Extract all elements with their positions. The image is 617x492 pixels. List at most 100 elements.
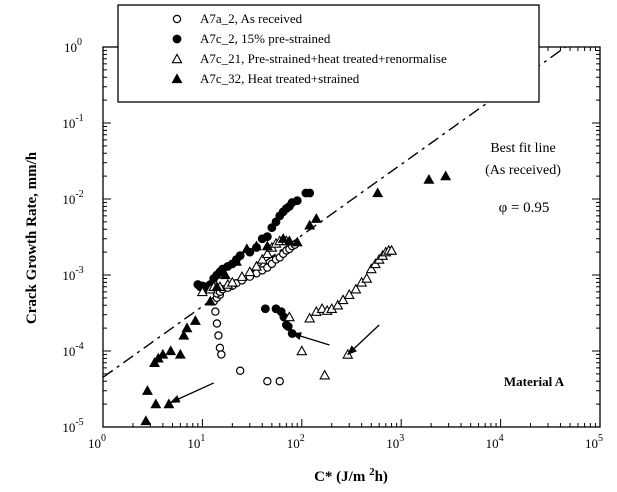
data-point	[251, 240, 262, 251]
data-point	[260, 304, 270, 314]
series-3	[196, 235, 398, 380]
data-point	[350, 283, 362, 294]
y-tick-label: 10-2	[62, 189, 83, 207]
data-point	[423, 173, 435, 184]
data-point	[174, 348, 186, 359]
data-point	[263, 377, 272, 386]
fit-layer	[102, 46, 566, 378]
x-tick-label: 105	[585, 433, 603, 451]
data-point	[262, 232, 272, 242]
y-tick-exponent: -2	[75, 189, 83, 200]
legend-items: A7a_2, As received A7c_2, 15% pre-straine…	[171, 11, 447, 86]
data-point	[214, 331, 223, 340]
data-point	[230, 255, 242, 266]
data-point	[235, 251, 245, 260]
data-point	[178, 329, 190, 340]
data-point	[163, 398, 175, 409]
data-point	[256, 253, 268, 264]
x-tick-label: 104	[486, 433, 504, 451]
y-tick-exponent: -4	[75, 341, 83, 352]
data-point	[165, 345, 177, 356]
data-point	[250, 260, 263, 271]
data-point	[291, 236, 303, 247]
y-tick-exponent: 0	[77, 37, 82, 48]
data-point	[215, 343, 225, 353]
x-axis-title-sup: 2	[369, 466, 375, 478]
x-tick-exponent: 0	[101, 433, 106, 444]
fit-title: Best fit line	[490, 141, 555, 156]
legend-marker	[171, 53, 183, 64]
material-label: Material A	[504, 374, 565, 389]
data-point	[235, 366, 245, 375]
y-tick-label: 10-5	[62, 417, 83, 435]
x-tick-exponent: 2	[300, 433, 305, 444]
legend: A7a_2, As received A7c_2, 15% pre-straine…	[117, 4, 540, 103]
x-tick-label: 102	[287, 433, 305, 451]
data-point	[140, 415, 152, 426]
data-point	[332, 299, 344, 310]
data-point	[211, 281, 223, 291]
x-axis-title: C* (J/m 2h)	[314, 466, 388, 485]
plot-frame	[102, 46, 601, 428]
data-point	[217, 350, 226, 359]
legend-label: A7a_2, As received	[200, 11, 303, 26]
legend-marker	[172, 14, 182, 24]
data-point	[141, 385, 153, 395]
data-point	[337, 294, 349, 305]
arrow	[347, 324, 380, 356]
data-point	[310, 213, 322, 223]
legend-marker	[172, 34, 182, 44]
data-point	[226, 276, 238, 287]
data-point	[365, 263, 377, 274]
data-point	[361, 272, 373, 283]
y-tick-exponent: -1	[75, 113, 83, 124]
x-tick-label: 101	[187, 433, 205, 451]
data-point	[283, 322, 293, 331]
data-point	[440, 170, 452, 181]
x-tick-label: 103	[386, 433, 404, 451]
legend-marker	[171, 73, 183, 84]
arrow-layer	[169, 324, 380, 404]
fit-line	[102, 46, 566, 378]
phi-label: φ = 0.95	[499, 200, 550, 216]
data-point	[241, 243, 253, 254]
legend-label: A7c_32, Heat treated+strained	[200, 71, 360, 86]
data-point	[189, 315, 201, 325]
y-tick-label: 100	[64, 37, 82, 55]
data-point	[386, 244, 398, 255]
y-tick-exponent: -3	[75, 265, 83, 276]
data-point	[283, 311, 295, 322]
data-point	[305, 188, 315, 198]
data-point	[343, 288, 355, 299]
data-point	[244, 266, 256, 277]
data-point	[181, 322, 193, 333]
fit-subtitle: (As received)	[485, 163, 561, 178]
y-tick-label: 10-4	[62, 341, 83, 359]
x-tick-exponent: 3	[399, 433, 404, 444]
x-axis-title-end: h)	[375, 469, 388, 485]
legend-box	[117, 4, 540, 103]
series-2	[193, 188, 315, 338]
data-point	[261, 240, 273, 251]
data-point	[319, 369, 331, 380]
x-tick-exponent: 5	[598, 433, 603, 444]
data-point	[296, 345, 308, 356]
x-tick-exponent: 4	[499, 433, 504, 444]
legend-label: A7c_2, 15% pre-strained	[200, 31, 331, 46]
y-tick-label: 10-1	[62, 113, 83, 131]
series-4	[140, 170, 452, 426]
data-point	[283, 235, 295, 246]
data-point	[304, 219, 316, 230]
legend-label: A7c_21, Pre-strained+heat treated+renorm…	[200, 51, 447, 66]
data-point	[196, 286, 208, 297]
data-point	[157, 348, 169, 359]
y-axis-title: Crack Growth Rate, mm/h	[24, 151, 40, 324]
arrow	[291, 332, 330, 346]
data-point	[236, 270, 248, 281]
data-point	[277, 233, 289, 243]
data-point	[150, 398, 162, 409]
data-point	[204, 295, 216, 306]
data-point	[261, 248, 273, 259]
